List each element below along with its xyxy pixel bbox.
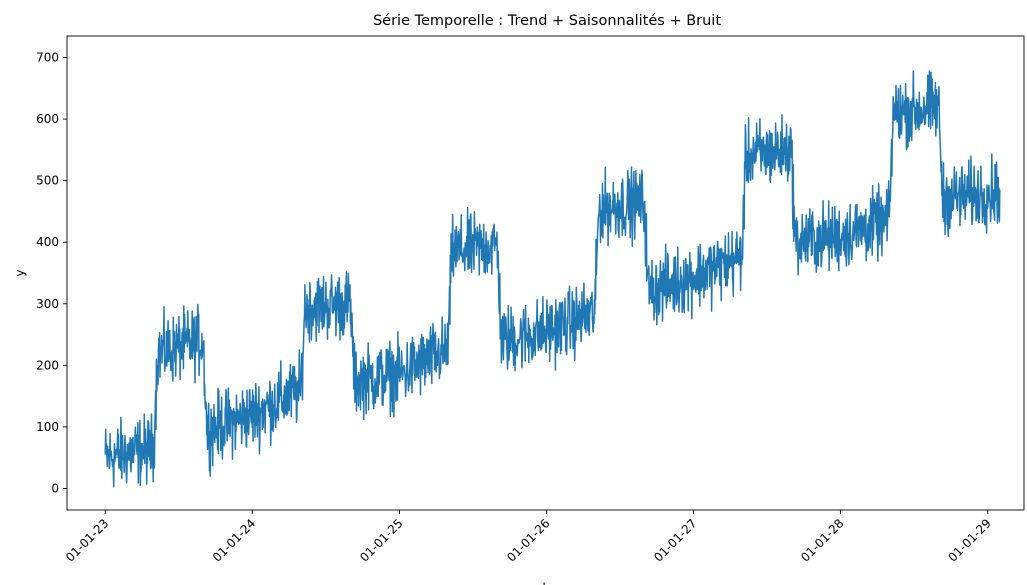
chart-title: Série Temporelle : Trend + Saisonnalités…: [373, 13, 721, 29]
y-tick-label: 600: [36, 112, 59, 126]
y-tick-label: 700: [36, 51, 59, 65]
plot-area: [104, 70, 1001, 488]
y-tick-label: 500: [36, 174, 59, 188]
x-tick-label: 01-01-27: [651, 516, 699, 564]
y-tick-label: 200: [36, 358, 59, 372]
y-tick-label: 100: [36, 420, 59, 434]
x-tick-label: 01-01-25: [357, 516, 405, 564]
y-tick-label: 400: [36, 235, 59, 249]
y-axis: 0 100 200 300 400 500 600 700: [36, 51, 67, 495]
x-tick-label: 01-01-26: [504, 516, 552, 564]
y-tick-label: 300: [36, 297, 59, 311]
axes-frame: [66, 35, 1025, 511]
x-tick-label: 01-01-23: [63, 516, 111, 564]
y-axis-label: y: [13, 269, 27, 276]
series-line: [104, 70, 1001, 488]
x-tick-label: 01-01-29: [945, 516, 993, 564]
x-tick-label: 01-01-24: [210, 516, 258, 564]
x-axis: 01-01-23 01-01-24 01-01-25 01-01-26 01-01-27…: [63, 510, 994, 565]
x-tick-label: 01-01-28: [798, 516, 846, 564]
x-axis-label: ds: [538, 581, 552, 585]
y-tick-label: 0: [51, 481, 59, 495]
